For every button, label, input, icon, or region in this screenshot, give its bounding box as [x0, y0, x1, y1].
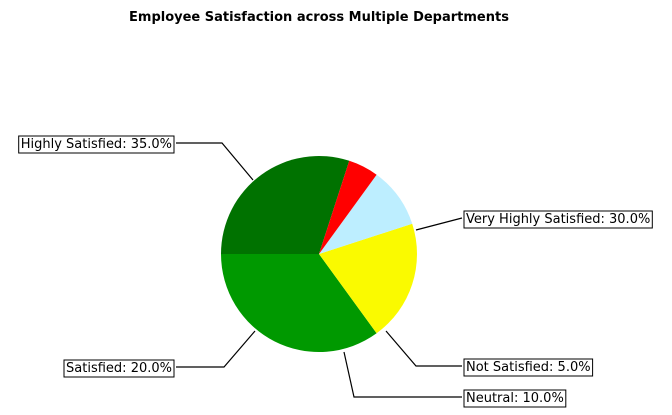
- leader-line: [176, 142, 254, 181]
- label-box: [463, 358, 594, 377]
- slice-label: Not Satisfied: 5.0%: [463, 358, 594, 377]
- pie-slice-satisfied: [319, 223, 417, 334]
- slice-label-text: Highly Satisfied: 35.0%: [21, 137, 172, 152]
- leader-line: [385, 330, 462, 367]
- label-box: [463, 389, 567, 408]
- pie-slices: [221, 156, 417, 352]
- pie-slice-very-highly-satisfied: [221, 156, 350, 254]
- slice-label: Satisfied: 20.0%: [63, 359, 175, 378]
- slice-label: Highly Satisfied: 35.0%: [18, 135, 175, 154]
- leader-line: [343, 351, 462, 398]
- label-box: [463, 210, 653, 229]
- label-box: [63, 359, 175, 378]
- pie-slice-neutral: [319, 174, 413, 254]
- slice-labels: Very Highly Satisfied: 30.0% Highly Satis…: [18, 135, 653, 408]
- slice-label-text: Very Highly Satisfied: 30.0%: [466, 212, 650, 227]
- leader-line: [415, 217, 463, 231]
- label-box: [18, 135, 175, 154]
- label-leaders: [176, 142, 463, 398]
- pie-slice-highly-satisfied: [221, 254, 377, 352]
- slice-label-text: Neutral: 10.0%: [466, 391, 564, 406]
- slice-label-text: Satisfied: 20.0%: [66, 361, 172, 376]
- leader-line: [176, 330, 256, 368]
- chart-title: Employee Satisfaction across Multiple De…: [129, 10, 509, 25]
- slice-label: Very Highly Satisfied: 30.0%: [463, 210, 653, 229]
- slice-label: Neutral: 10.0%: [463, 389, 567, 408]
- slice-label-text: Not Satisfied: 5.0%: [466, 360, 591, 375]
- pie-slice-not-satisfied: [319, 160, 377, 254]
